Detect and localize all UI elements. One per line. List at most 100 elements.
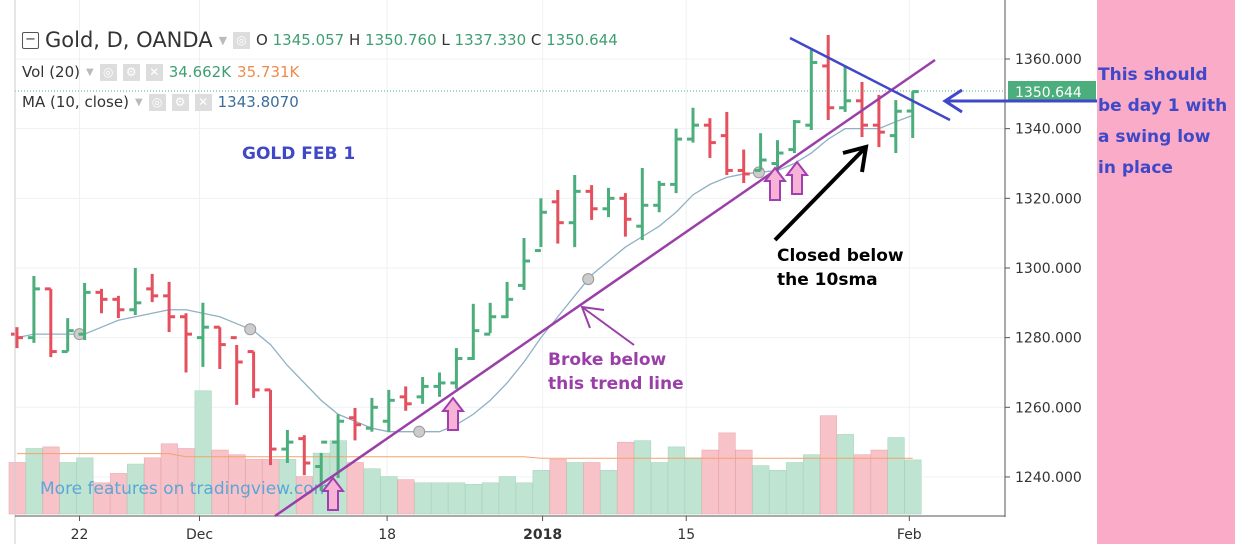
ma-point: [413, 425, 426, 438]
open-label: O: [256, 31, 268, 49]
close-label: C: [530, 31, 542, 49]
ma-point: [582, 273, 595, 286]
gear-icon[interactable]: ⚙: [171, 93, 189, 111]
volume-bar: [836, 434, 854, 515]
volume-bar: [853, 454, 871, 515]
ohlc-bar: [720, 111, 733, 175]
resistance-line: [789, 36, 951, 122]
annotation-title: GOLD FEB 1: [242, 144, 356, 164]
ma-legend: MA (10, close) ▼ ◎ ⚙ ✕ 1343.8070: [22, 93, 299, 111]
volume-bar: [397, 479, 415, 515]
ma-point: [244, 323, 257, 336]
purple-arrow-icon: [580, 305, 635, 346]
ma-value: 1343.8070: [217, 93, 299, 111]
ohlc-bar: [889, 100, 902, 154]
ohlc-bar: [467, 303, 480, 361]
volume-bar: [701, 449, 719, 515]
eye-icon[interactable]: ◎: [148, 93, 166, 111]
last-price-badge: [1008, 81, 1096, 102]
close-icon[interactable]: ✕: [145, 63, 163, 81]
volume-bar: [211, 449, 229, 515]
ohlc-bar: [146, 273, 159, 303]
time-axis[interactable]: 22 Dec 18 2018 15 Feb: [71, 516, 922, 543]
eye-icon[interactable]: ◎: [99, 63, 117, 81]
collapse-icon[interactable]: −: [22, 31, 39, 49]
y-tick-label: 1240.000: [1015, 470, 1082, 486]
ohlc-bar: [129, 267, 142, 316]
symbol-title[interactable]: Gold, D, OANDA: [45, 28, 213, 52]
ohlc-bar: [230, 336, 243, 405]
volume-bar: [110, 473, 128, 515]
volume-bar: [498, 476, 516, 515]
volume-bar: [93, 482, 111, 515]
gear-icon[interactable]: ⚙: [122, 63, 140, 81]
x-tick-label: 15: [677, 527, 695, 543]
ohlc-bar: [112, 295, 125, 319]
symbol-legend: − Gold, D, OANDA ▼ ◎ O 1345.057 H 1350.7…: [22, 28, 618, 52]
volume-bar: [667, 446, 685, 515]
volume-bar: [549, 459, 567, 515]
volume-bar: [464, 484, 483, 515]
ohlc-bar: [568, 174, 581, 248]
y-tick-label: 1280.000: [1015, 331, 1082, 347]
chevron-down-icon[interactable]: ▼: [218, 33, 228, 47]
pink-up-arrows: [320, 160, 810, 511]
ohlc-bar: [906, 90, 919, 138]
ohlc-bar: [501, 281, 514, 319]
volume-bar: [600, 470, 618, 515]
low-value: 1337.330: [454, 31, 527, 49]
volume-bar: [481, 482, 500, 515]
volume-bar: [42, 446, 60, 515]
ohlc-bar: [687, 107, 699, 143]
x-tick-label: 2018: [523, 527, 562, 543]
volume-ma-value: 35.731K: [237, 63, 300, 81]
ohlc-bar: [247, 350, 260, 398]
high-label: H: [348, 31, 361, 49]
volume-label[interactable]: Vol (20): [22, 63, 81, 81]
trend-line: [274, 58, 936, 518]
y-tick-label: 1260.000: [1015, 400, 1082, 416]
volume-bar: [380, 476, 398, 515]
ohlc-bar: [619, 193, 632, 237]
ohlc-bar: [95, 288, 108, 314]
ma-label[interactable]: MA (10, close): [22, 93, 129, 111]
volume-bar: [752, 465, 770, 515]
chevron-down-icon[interactable]: ▼: [86, 66, 94, 78]
volume-value: 34.662K: [168, 63, 232, 81]
volume-bar: [769, 470, 787, 515]
volume-bar: [448, 482, 466, 515]
ohlc-bar: [754, 133, 767, 172]
volume-bar: [617, 441, 635, 515]
ohlc-bar: [872, 94, 885, 148]
ohlc-bar: [602, 187, 615, 218]
close-icon[interactable]: ✕: [194, 93, 212, 111]
ohlc-bar: [585, 185, 598, 220]
price-axis[interactable]: 1360.000 1340.000 1320.000 1300.000 1280.000…: [1005, 52, 1082, 486]
ohlc-bar: [332, 414, 345, 479]
ohlc-bar: [27, 275, 40, 343]
ohlc-bar: [298, 435, 311, 476]
volume-bar: [566, 462, 584, 515]
volume-bar: [76, 457, 94, 515]
volume-bar: [786, 462, 804, 515]
eye-icon[interactable]: ◎: [233, 31, 251, 49]
y-tick-label: 1360.000: [1015, 52, 1082, 68]
ohlc-bar: [484, 302, 497, 336]
ohlc-bar: [703, 118, 716, 158]
ohlc-bar: [518, 238, 530, 290]
volume-bar: [819, 415, 838, 515]
watermark[interactable]: More features on tradingview.com: [40, 479, 330, 499]
volume-bars: [8, 390, 922, 515]
ohlc-bar: [399, 386, 412, 411]
chevron-down-icon[interactable]: ▼: [134, 96, 143, 108]
y-tick-label: 1320.000: [1015, 191, 1082, 207]
volume-bar: [25, 448, 43, 515]
ohlc-bar: [61, 318, 74, 354]
ohlc-bar: [636, 168, 649, 241]
ohlc-bar: [163, 281, 176, 333]
volume-bar: [143, 457, 161, 515]
ohlc-bar: [11, 327, 23, 349]
ohlc-bar: [788, 119, 801, 154]
volume-bar: [346, 462, 364, 515]
